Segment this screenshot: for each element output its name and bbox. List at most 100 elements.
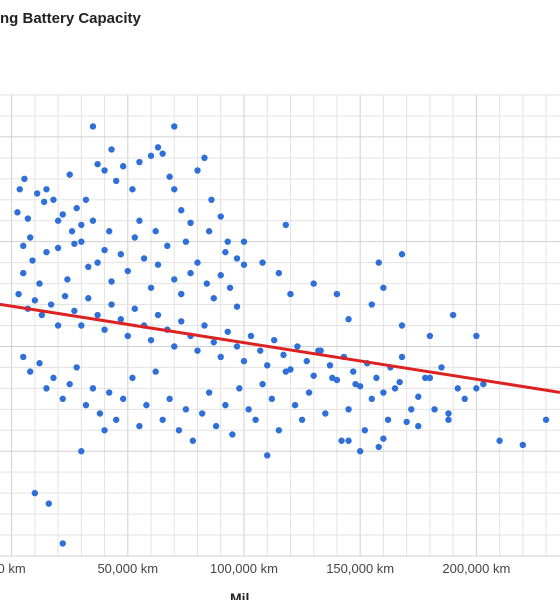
data-point xyxy=(159,150,166,157)
data-point xyxy=(338,437,345,444)
data-point xyxy=(78,238,85,245)
data-point xyxy=(66,380,73,388)
data-point xyxy=(43,186,50,193)
data-point xyxy=(224,238,231,245)
data-point xyxy=(217,353,224,361)
data-point xyxy=(333,290,341,298)
data-point xyxy=(171,276,178,283)
data-point xyxy=(210,339,217,346)
data-point xyxy=(147,152,155,159)
data-point xyxy=(187,269,194,277)
data-point xyxy=(33,190,41,197)
data-point xyxy=(449,311,457,319)
data-point xyxy=(480,380,487,388)
data-point xyxy=(89,217,97,224)
data-point xyxy=(96,410,104,417)
data-point xyxy=(71,240,78,247)
x-axis-label: Mil xyxy=(230,590,249,600)
data-point xyxy=(129,186,136,193)
data-point xyxy=(101,427,108,434)
data-point xyxy=(89,385,97,392)
data-point xyxy=(345,437,352,444)
data-point xyxy=(454,385,461,392)
data-point xyxy=(345,406,352,413)
data-point xyxy=(298,416,306,423)
data-point xyxy=(198,410,206,417)
data-point xyxy=(20,269,27,277)
data-point xyxy=(233,343,241,350)
data-point xyxy=(117,251,125,258)
data-point xyxy=(224,328,231,335)
data-point xyxy=(85,263,92,271)
data-point xyxy=(178,318,185,325)
data-point xyxy=(82,196,90,203)
data-point xyxy=(117,316,125,323)
data-point xyxy=(124,267,132,275)
data-point xyxy=(94,311,101,319)
data-point xyxy=(380,284,387,291)
data-point xyxy=(245,406,252,413)
data-point xyxy=(136,422,143,430)
data-point xyxy=(43,248,50,256)
data-point xyxy=(252,416,259,423)
data-point xyxy=(154,144,162,151)
data-point xyxy=(154,311,162,319)
data-point xyxy=(315,347,322,354)
data-point xyxy=(403,418,410,426)
data-point xyxy=(310,372,317,379)
data-point xyxy=(106,228,113,235)
data-point xyxy=(356,448,364,455)
data-point xyxy=(94,259,101,266)
data-point xyxy=(264,452,271,459)
data-point xyxy=(152,368,159,375)
data-point xyxy=(66,171,73,178)
x-tick-label: 200,000 km xyxy=(442,561,510,576)
data-point xyxy=(222,248,229,256)
data-point xyxy=(431,406,438,413)
data-point xyxy=(380,389,387,396)
data-point xyxy=(59,211,66,218)
data-point xyxy=(108,301,115,308)
data-point xyxy=(15,290,22,298)
data-point xyxy=(50,374,57,382)
data-point xyxy=(136,158,143,166)
data-point xyxy=(280,351,287,359)
data-point xyxy=(24,215,32,222)
data-point xyxy=(112,416,120,423)
x-tick-label: 0 km xyxy=(0,561,26,576)
data-point xyxy=(287,290,294,298)
data-point xyxy=(426,332,434,340)
data-point xyxy=(398,251,406,258)
data-point xyxy=(129,374,136,382)
data-point xyxy=(415,393,422,400)
data-point xyxy=(16,186,23,193)
data-point xyxy=(208,196,215,203)
data-point xyxy=(108,146,115,153)
data-point xyxy=(368,301,375,308)
data-point xyxy=(94,160,101,168)
chart-title: ng Battery Capacity xyxy=(0,10,141,27)
data-point xyxy=(154,261,162,268)
data-point xyxy=(373,374,380,382)
data-point xyxy=(201,154,208,162)
data-point xyxy=(222,401,229,409)
data-point xyxy=(178,290,185,298)
data-point xyxy=(140,255,148,262)
data-point xyxy=(415,422,422,430)
data-point xyxy=(20,242,27,250)
x-tick-label: 50,000 km xyxy=(97,561,158,576)
data-point xyxy=(422,374,429,382)
data-point xyxy=(36,360,43,367)
data-point xyxy=(282,221,290,229)
data-point xyxy=(171,186,178,193)
data-point xyxy=(147,284,155,291)
data-point xyxy=(78,448,85,455)
data-point xyxy=(384,416,392,423)
data-point xyxy=(36,280,43,287)
data-point xyxy=(398,353,406,361)
data-point xyxy=(264,362,271,369)
data-point xyxy=(240,238,248,245)
data-point xyxy=(345,316,352,323)
data-point xyxy=(54,244,62,252)
data-point xyxy=(396,378,403,386)
